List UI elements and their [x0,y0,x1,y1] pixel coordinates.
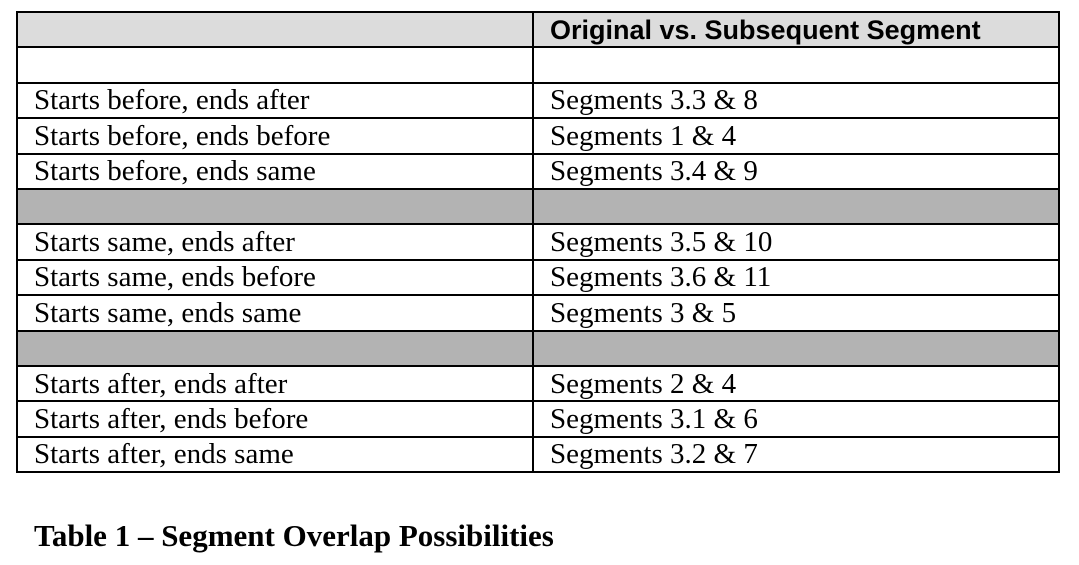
table-row: Starts after, ends before Segments 3.1 &… [16,400,1060,438]
relation-cell: Starts before, ends after [16,81,534,120]
group-separator-row [16,187,1060,226]
relation-cell: Starts same, ends before [16,258,534,297]
segments-cell: Segments 1 & 4 [532,117,1060,155]
relation-cell: Starts before, ends same [16,152,534,190]
spacer-cell [16,46,534,84]
separator-cell [532,329,1060,367]
segments-cell: Segments 3.5 & 10 [532,223,1060,261]
header-cell-segments: Original vs. Subsequent Segment [532,10,1060,49]
table-row: Starts same, ends same Segments 3 & 5 [16,294,1060,332]
separator-cell [532,187,1060,226]
segments-cell: Segments 3.2 & 7 [532,435,1060,474]
table-header-row: Original vs. Subsequent Segment [16,10,1060,49]
segments-cell: Segments 2 & 4 [532,364,1060,403]
relation-cell: Starts same, ends after [16,223,534,261]
segments-cell: Segments 3.4 & 9 [532,152,1060,190]
separator-cell [16,187,534,226]
table-row: Starts after, ends after Segments 2 & 4 [16,364,1060,403]
relation-cell: Starts after, ends before [16,400,534,438]
table-caption: Table 1 – Segment Overlap Possibilities [34,518,554,553]
table-row: Starts after, ends same Segments 3.2 & 7 [16,435,1060,474]
header-cell-relation [16,10,534,49]
table-row: Starts same, ends before Segments 3.6 & … [16,258,1060,297]
segments-cell: Segments 3.3 & 8 [532,81,1060,120]
relation-cell: Starts before, ends before [16,117,534,155]
table-row: Starts before, ends after Segments 3.3 &… [16,81,1060,120]
group-separator-row [16,329,1060,367]
table-row: Starts before, ends before Segments 1 & … [16,117,1060,155]
segments-cell: Segments 3 & 5 [532,294,1060,332]
table-row: Starts before, ends same Segments 3.4 & … [16,152,1060,190]
separator-cell [16,329,534,367]
relation-cell: Starts after, ends after [16,364,534,403]
segments-cell: Segments 3.6 & 11 [532,258,1060,297]
segment-overlap-table: Original vs. Subsequent Segment Starts b… [16,10,1060,474]
spacer-row [16,46,1060,84]
relation-cell: Starts after, ends same [16,435,534,474]
spacer-cell [532,46,1060,84]
table-row: Starts same, ends after Segments 3.5 & 1… [16,223,1060,261]
relation-cell: Starts same, ends same [16,294,534,332]
segments-cell: Segments 3.1 & 6 [532,400,1060,438]
